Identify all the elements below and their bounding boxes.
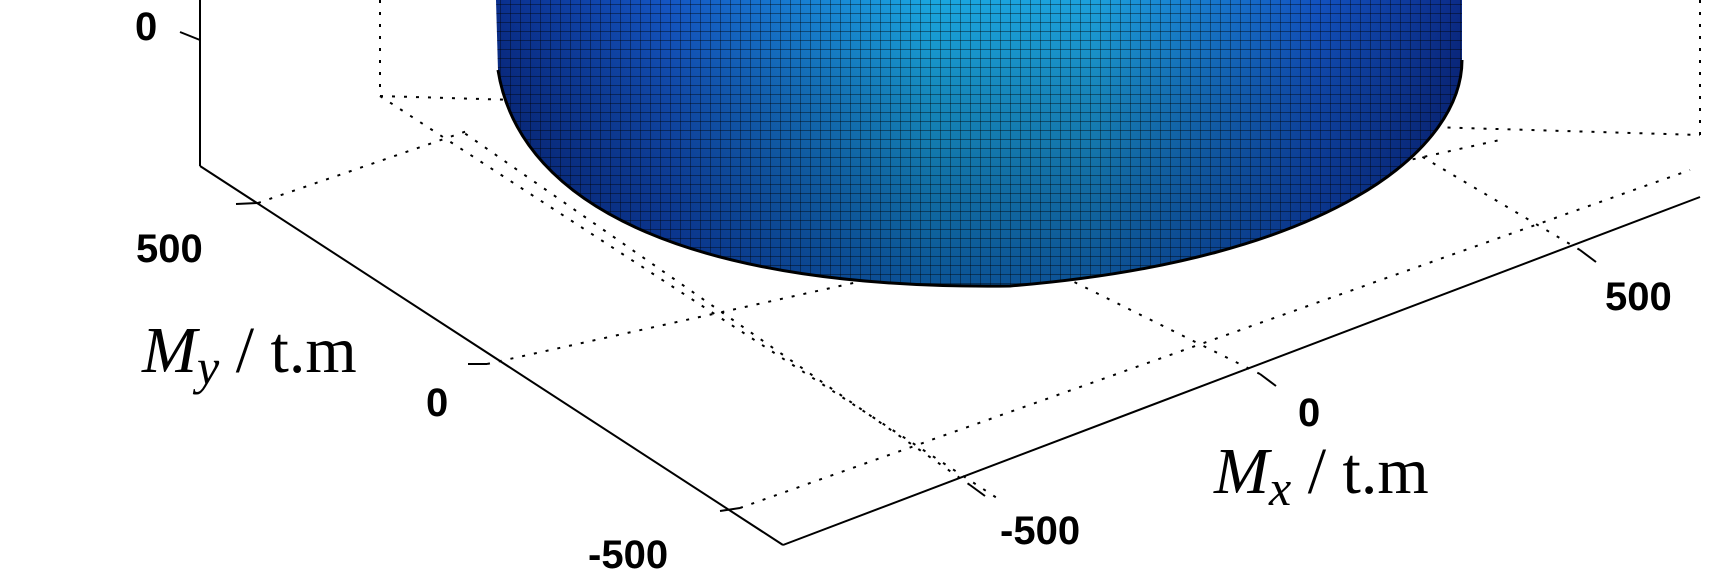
box-bottom-right-edge [782,196,1701,546]
cylinder-surface [496,0,1464,288]
x-tick-minus500 [969,484,986,497]
cylinder-bottom-rim [496,59,1464,288]
tick-labels: 0 500 0 -500 -500 0 500 [135,5,1672,577]
y-tick-label-minus500: -500 [588,533,668,577]
z-tick-0 [179,31,201,41]
y-tick-label-500: 500 [136,227,203,271]
x-axis-label-sub: x [1268,460,1291,516]
x-tick-label-0: 0 [1298,391,1320,435]
x-tick-0 [1259,373,1277,387]
grid-line-y-500 [257,129,471,204]
x-tick-500 [1579,249,1597,263]
y-tick-minus500 [719,507,741,512]
grid-line-x-minus500 [459,129,971,486]
x-tick-label-minus500: -500 [1000,509,1080,553]
tick-marks [179,31,1597,512]
cylinder-mesh [496,0,1462,287]
x-axis-label: Mx / t.m [1213,435,1429,516]
z-tick-label-0: 0 [135,5,157,49]
y-axis-label-unit: / t.m [219,314,357,387]
y-axis-label-sub: y [192,339,220,395]
y-axis-label-main: M [141,314,201,387]
y-axis-label: My / t.m [141,314,357,395]
grid-line-x-0 [1049,269,1261,375]
y-tick-label-0: 0 [426,381,448,425]
y-tick-500 [235,202,259,205]
grid-line-y-minus500 [739,169,1691,509]
x-axis-label-unit: / t.m [1291,435,1429,508]
x-tick-label-500: 500 [1605,275,1672,319]
x-axis-label-main: M [1213,435,1273,508]
box-bottom-left-edge [199,165,784,546]
